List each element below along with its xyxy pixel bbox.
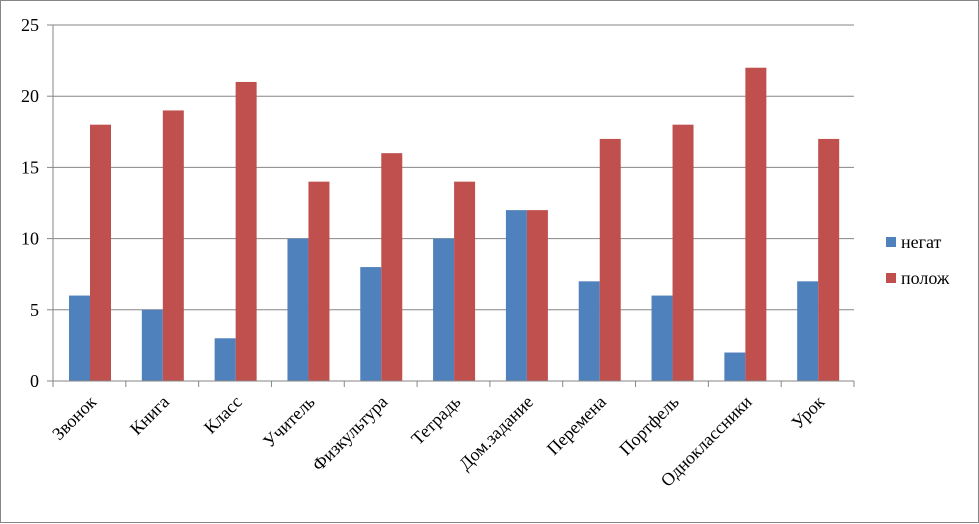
bar-positive xyxy=(818,138,840,381)
bar-positive xyxy=(672,124,694,382)
bar-negative xyxy=(360,267,382,381)
bar-positive xyxy=(526,210,548,381)
bars xyxy=(69,67,840,382)
bar-negative xyxy=(214,338,236,381)
bar-negative xyxy=(578,281,600,381)
bar-positive xyxy=(162,110,184,381)
bar-negative xyxy=(433,238,455,381)
y-tick-label: 20 xyxy=(21,86,39,106)
y-tick-label: 10 xyxy=(21,229,39,249)
bar-negative xyxy=(505,210,527,381)
bar-positive xyxy=(90,124,111,382)
bar-positive xyxy=(599,138,621,381)
x-tick-label: Физкультура xyxy=(308,392,391,475)
x-tick-label: Звонок xyxy=(48,392,100,444)
bar-positive xyxy=(454,181,476,381)
bar-positive xyxy=(381,153,403,381)
axes xyxy=(47,24,855,387)
legend-label: полож xyxy=(901,268,950,288)
bar-negative xyxy=(651,295,673,381)
bar-negative xyxy=(287,238,309,381)
x-tick-label: Портфель xyxy=(615,392,683,460)
x-tick-label: Тетрадь xyxy=(407,392,464,449)
y-tick-label: 5 xyxy=(30,300,39,320)
legend-label: негат xyxy=(901,232,942,252)
x-tick-label: Перемена xyxy=(543,392,610,459)
bar-positive xyxy=(745,67,767,381)
x-tick-label: Дом.задание xyxy=(455,392,537,474)
x-tick-label: Учитель xyxy=(259,392,319,452)
bar-negative xyxy=(724,352,746,381)
bar-positive xyxy=(235,81,257,382)
legend-swatch xyxy=(886,273,896,283)
y-tick-label: 0 xyxy=(30,371,39,391)
x-tick-label: Урок xyxy=(787,392,828,433)
legend-swatch xyxy=(886,237,896,247)
bar-negative xyxy=(69,295,90,381)
x-tick-label: Книга xyxy=(126,392,173,439)
y-tick-label: 25 xyxy=(21,15,39,35)
y-tick-labels: 0 5 10 15 20 25 xyxy=(21,15,39,391)
gridlines xyxy=(53,24,854,311)
bar-negative xyxy=(797,281,819,381)
x-tick-label: Класс xyxy=(200,392,246,438)
legend: негат полож xyxy=(886,232,950,288)
bar-positive xyxy=(308,181,330,381)
y-tick-label: 15 xyxy=(21,157,39,177)
bar-negative xyxy=(141,309,163,381)
